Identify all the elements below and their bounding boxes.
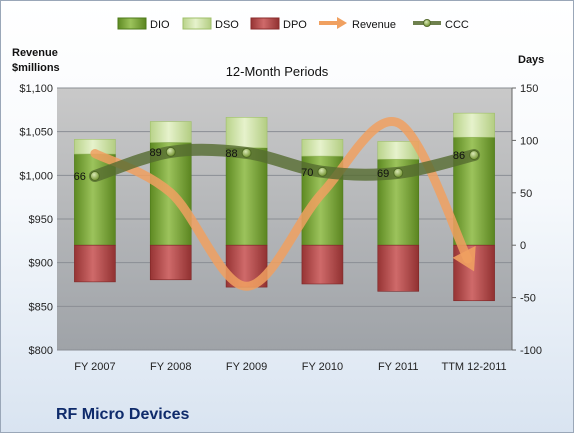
right-tick-label: -50 xyxy=(520,293,536,305)
bar-dpo xyxy=(377,244,420,292)
revenue-line xyxy=(90,117,473,291)
right-axis-ticks: -100 -50 0 50 100 150 xyxy=(511,83,542,357)
bar-dso xyxy=(301,139,344,157)
legend-swatch-dso xyxy=(182,17,212,30)
chart-title: 12-Month Periods xyxy=(226,64,329,79)
legend: DIO DSO DPO Revenue CCC xyxy=(117,17,469,31)
category-labels: FY 2007 FY 2008 FY 2009 FY 2010 FY 2011 TTM 1… xyxy=(74,361,506,373)
left-tick-label: $1,100 xyxy=(19,83,53,95)
legend-swatch-ccc xyxy=(413,19,441,27)
left-tick-label: $950 xyxy=(29,214,53,226)
ccc-line xyxy=(88,143,481,183)
ccc-data-label: 66 xyxy=(74,171,86,183)
legend-label-dpo: DPO xyxy=(283,19,307,31)
company-name: RF Micro Devices xyxy=(56,406,189,423)
left-tick-label: $850 xyxy=(29,301,53,313)
right-tick-label: 0 xyxy=(520,240,526,252)
right-tick-label: 150 xyxy=(520,83,538,95)
legend-label-revenue: Revenue xyxy=(352,19,396,31)
right-tick-label: -100 xyxy=(520,345,542,357)
ccc-data-label: 70 xyxy=(301,167,313,179)
bar-dpo xyxy=(74,244,116,283)
legend-swatch-revenue xyxy=(319,17,347,29)
left-tick-label: $900 xyxy=(29,258,53,270)
ccc-marker xyxy=(241,147,252,158)
bar-dso xyxy=(225,117,268,149)
legend-label-dio: DIO xyxy=(150,19,170,31)
revenue-series xyxy=(90,117,476,291)
legend-swatch-dpo xyxy=(250,17,280,30)
left-axis-label-line2: $millions xyxy=(12,62,60,74)
right-tick-label: 50 xyxy=(520,188,532,200)
right-axis-label: Days xyxy=(518,54,544,66)
ccc-series: 66 89 88 70 69 86 xyxy=(74,143,481,183)
legend-label-dso: DSO xyxy=(215,19,239,31)
ccc-data-label: 69 xyxy=(377,168,389,180)
category-label: FY 2007 xyxy=(74,361,115,373)
category-label: FY 2008 xyxy=(150,361,191,373)
ccc-data-label: 86 xyxy=(453,150,465,162)
ccc-marker xyxy=(165,146,176,157)
ccc-data-label: 89 xyxy=(150,147,162,159)
bar-dso xyxy=(149,121,192,143)
left-tick-label: $800 xyxy=(29,345,53,357)
category-label: FY 2011 xyxy=(378,361,419,373)
category-label: FY 2009 xyxy=(226,361,267,373)
category-label: TTM 12-2011 xyxy=(441,361,506,373)
bar-dso xyxy=(453,112,495,138)
category-label: FY 2010 xyxy=(302,361,343,373)
left-axis-label-line1: Revenue xyxy=(12,47,58,59)
revenue-arrowhead xyxy=(452,245,476,272)
right-tick-label: 100 xyxy=(520,135,538,147)
left-tick-label: $1,050 xyxy=(19,127,53,139)
legend-label-ccc: CCC xyxy=(445,19,469,31)
legend-swatch-dio xyxy=(117,17,147,30)
ccc-marker xyxy=(393,167,404,178)
ccc-marker xyxy=(317,166,328,177)
bar-dio xyxy=(225,147,268,246)
left-tick-label: $1,000 xyxy=(19,170,53,182)
bar-dpo xyxy=(301,244,344,285)
left-axis-ticks: $800 $850 $900 $950 $1,000 $1,050 $1,100 xyxy=(19,83,53,357)
ccc-data-label: 88 xyxy=(225,148,237,160)
ccc-marker xyxy=(469,150,480,161)
bar-dpo xyxy=(149,244,192,281)
ccc-marker xyxy=(89,171,100,182)
